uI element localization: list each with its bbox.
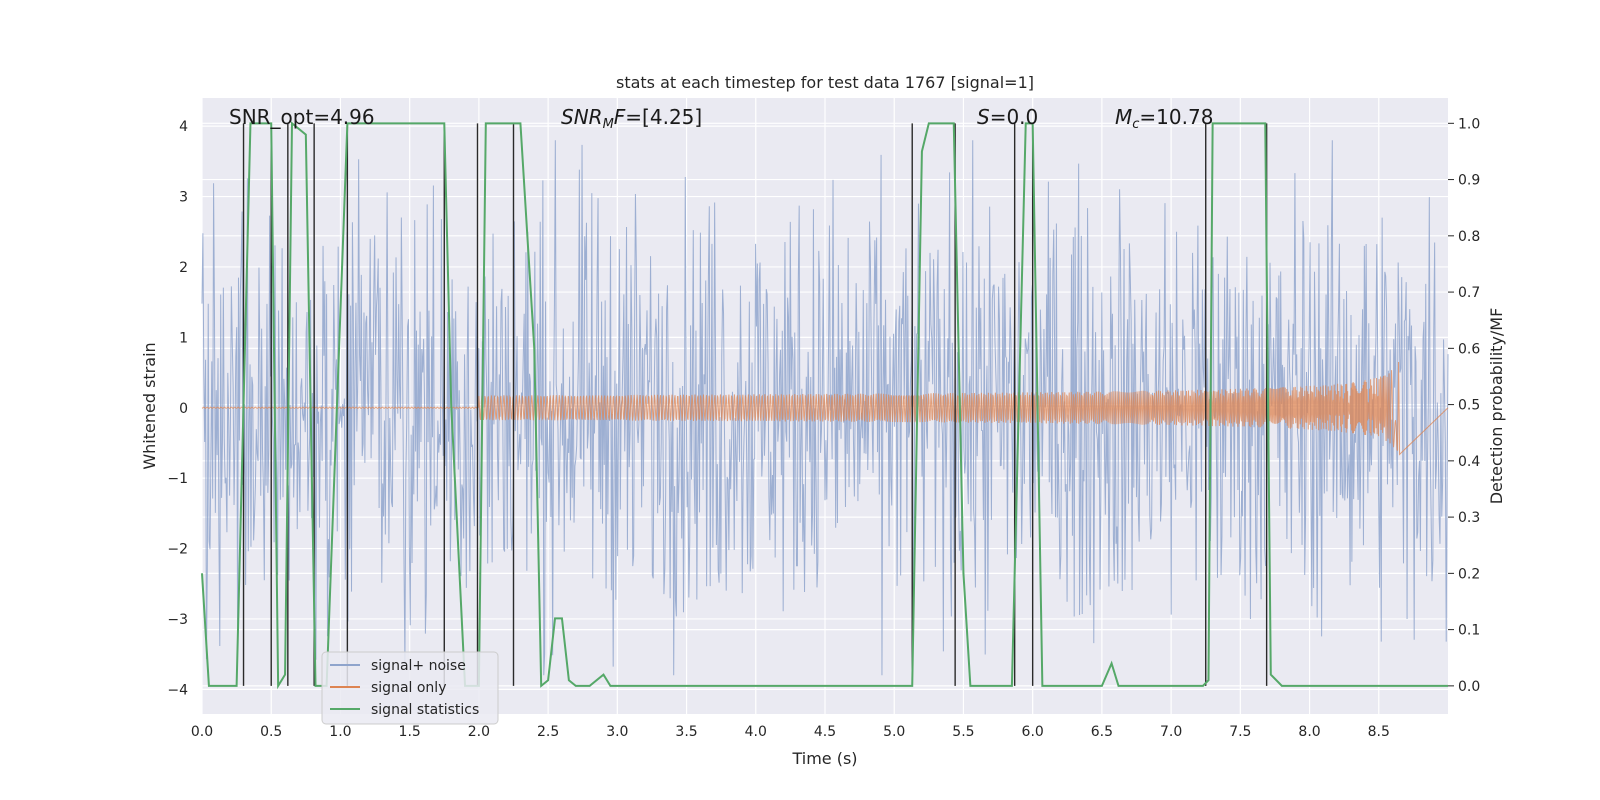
y-left-tick-label-4: 0 <box>179 401 188 417</box>
y-left-tick-label-1: 3 <box>179 190 188 206</box>
chart-title: stats at each timestep for test data 176… <box>616 73 1034 92</box>
chirp-line <box>201 362 1449 456</box>
y-left-tick-label-2: 2 <box>179 260 188 276</box>
x-tick-label-14: 7.0 <box>1160 724 1182 740</box>
legend-label-statistics: signal statistics <box>371 702 479 718</box>
x-axis-ticks: 0.0 0.5 1.0 1.5 2.0 2.5 3.0 3.5 4.0 4.5 5.0 5.5 6.0 6… <box>191 724 1390 740</box>
x-tick-label-0: 0.0 <box>191 724 213 740</box>
x-tick-label-1: 0.5 <box>260 724 282 740</box>
x-axis-title: Time (s) <box>791 749 857 768</box>
y-right-tick-label-7: 0.3 <box>1458 510 1480 526</box>
y-right-axis-ticks: 1.0 0.9 0.8 0.7 0.6 0.5 0.4 0.3 0.2 0.1 0.0 <box>1448 116 1480 695</box>
signal-plus-noise-series <box>201 140 1449 676</box>
y-right-tick-label-8: 0.2 <box>1458 566 1480 582</box>
y-right-tick-label-3: 0.7 <box>1458 285 1480 301</box>
x-tick-label-4: 2.0 <box>468 724 490 740</box>
annotation-snr-opt: SNR_opt=4.96 <box>229 105 375 129</box>
y-right-tick-label-5: 0.5 <box>1458 398 1480 414</box>
x-tick-label-16: 8.0 <box>1298 724 1320 740</box>
y-right-tick-label-0: 1.0 <box>1458 116 1480 132</box>
x-tick-label-7: 3.5 <box>675 724 697 740</box>
y-left-axis-ticks: 4 3 2 1 0 −1 −2 −3 −4 <box>167 119 188 698</box>
y-left-tick-label-8: −4 <box>167 682 188 698</box>
y-left-tick-label-6: −2 <box>167 542 188 558</box>
noise-line <box>201 140 1449 676</box>
y-right-tick-label-2: 0.8 <box>1458 229 1480 245</box>
x-tick-label-9: 4.5 <box>814 724 836 740</box>
x-tick-label-10: 5.0 <box>883 724 905 740</box>
y-right-tick-label-9: 0.1 <box>1458 623 1480 639</box>
y-right-tick-label-4: 0.6 <box>1458 341 1480 357</box>
x-tick-label-3: 1.5 <box>399 724 421 740</box>
y-left-tick-label-0: 4 <box>179 119 188 135</box>
y-left-tick-label-3: 1 <box>179 330 188 346</box>
y-left-tick-label-5: −1 <box>167 471 188 487</box>
annotation-snr-mf: SNRMF=[4.25] <box>561 105 702 132</box>
y-right-tick-label-6: 0.4 <box>1458 454 1480 470</box>
x-tick-label-13: 6.5 <box>1091 724 1113 740</box>
x-tick-label-5: 2.5 <box>537 724 559 740</box>
annotation-mc: Mc=10.78 <box>1115 105 1213 132</box>
x-tick-label-15: 7.5 <box>1229 724 1251 740</box>
x-tick-label-6: 3.0 <box>606 724 628 740</box>
x-tick-label-2: 1.0 <box>329 724 351 740</box>
legend-label-noise: signal+ noise <box>371 658 466 674</box>
x-tick-label-12: 6.0 <box>1022 724 1044 740</box>
signal-only-series <box>201 362 1449 456</box>
annotation-s: S=0.0 <box>977 105 1038 129</box>
x-tick-label-8: 4.0 <box>745 724 767 740</box>
legend-label-signal: signal only <box>371 680 446 696</box>
y-right-axis-title: Detection probability/MF <box>1487 308 1506 505</box>
y-right-tick-label-10: 0.0 <box>1458 679 1480 695</box>
legend: signal+ noise signal only signal statist… <box>321 651 499 725</box>
legend-box <box>321 651 499 725</box>
y-left-axis-title: Whitened strain <box>140 342 159 469</box>
x-tick-label-17: 8.5 <box>1368 724 1390 740</box>
y-right-tick-label-1: 0.9 <box>1458 173 1480 189</box>
x-tick-label-11: 5.5 <box>952 724 974 740</box>
y-left-tick-label-7: −3 <box>167 612 188 628</box>
